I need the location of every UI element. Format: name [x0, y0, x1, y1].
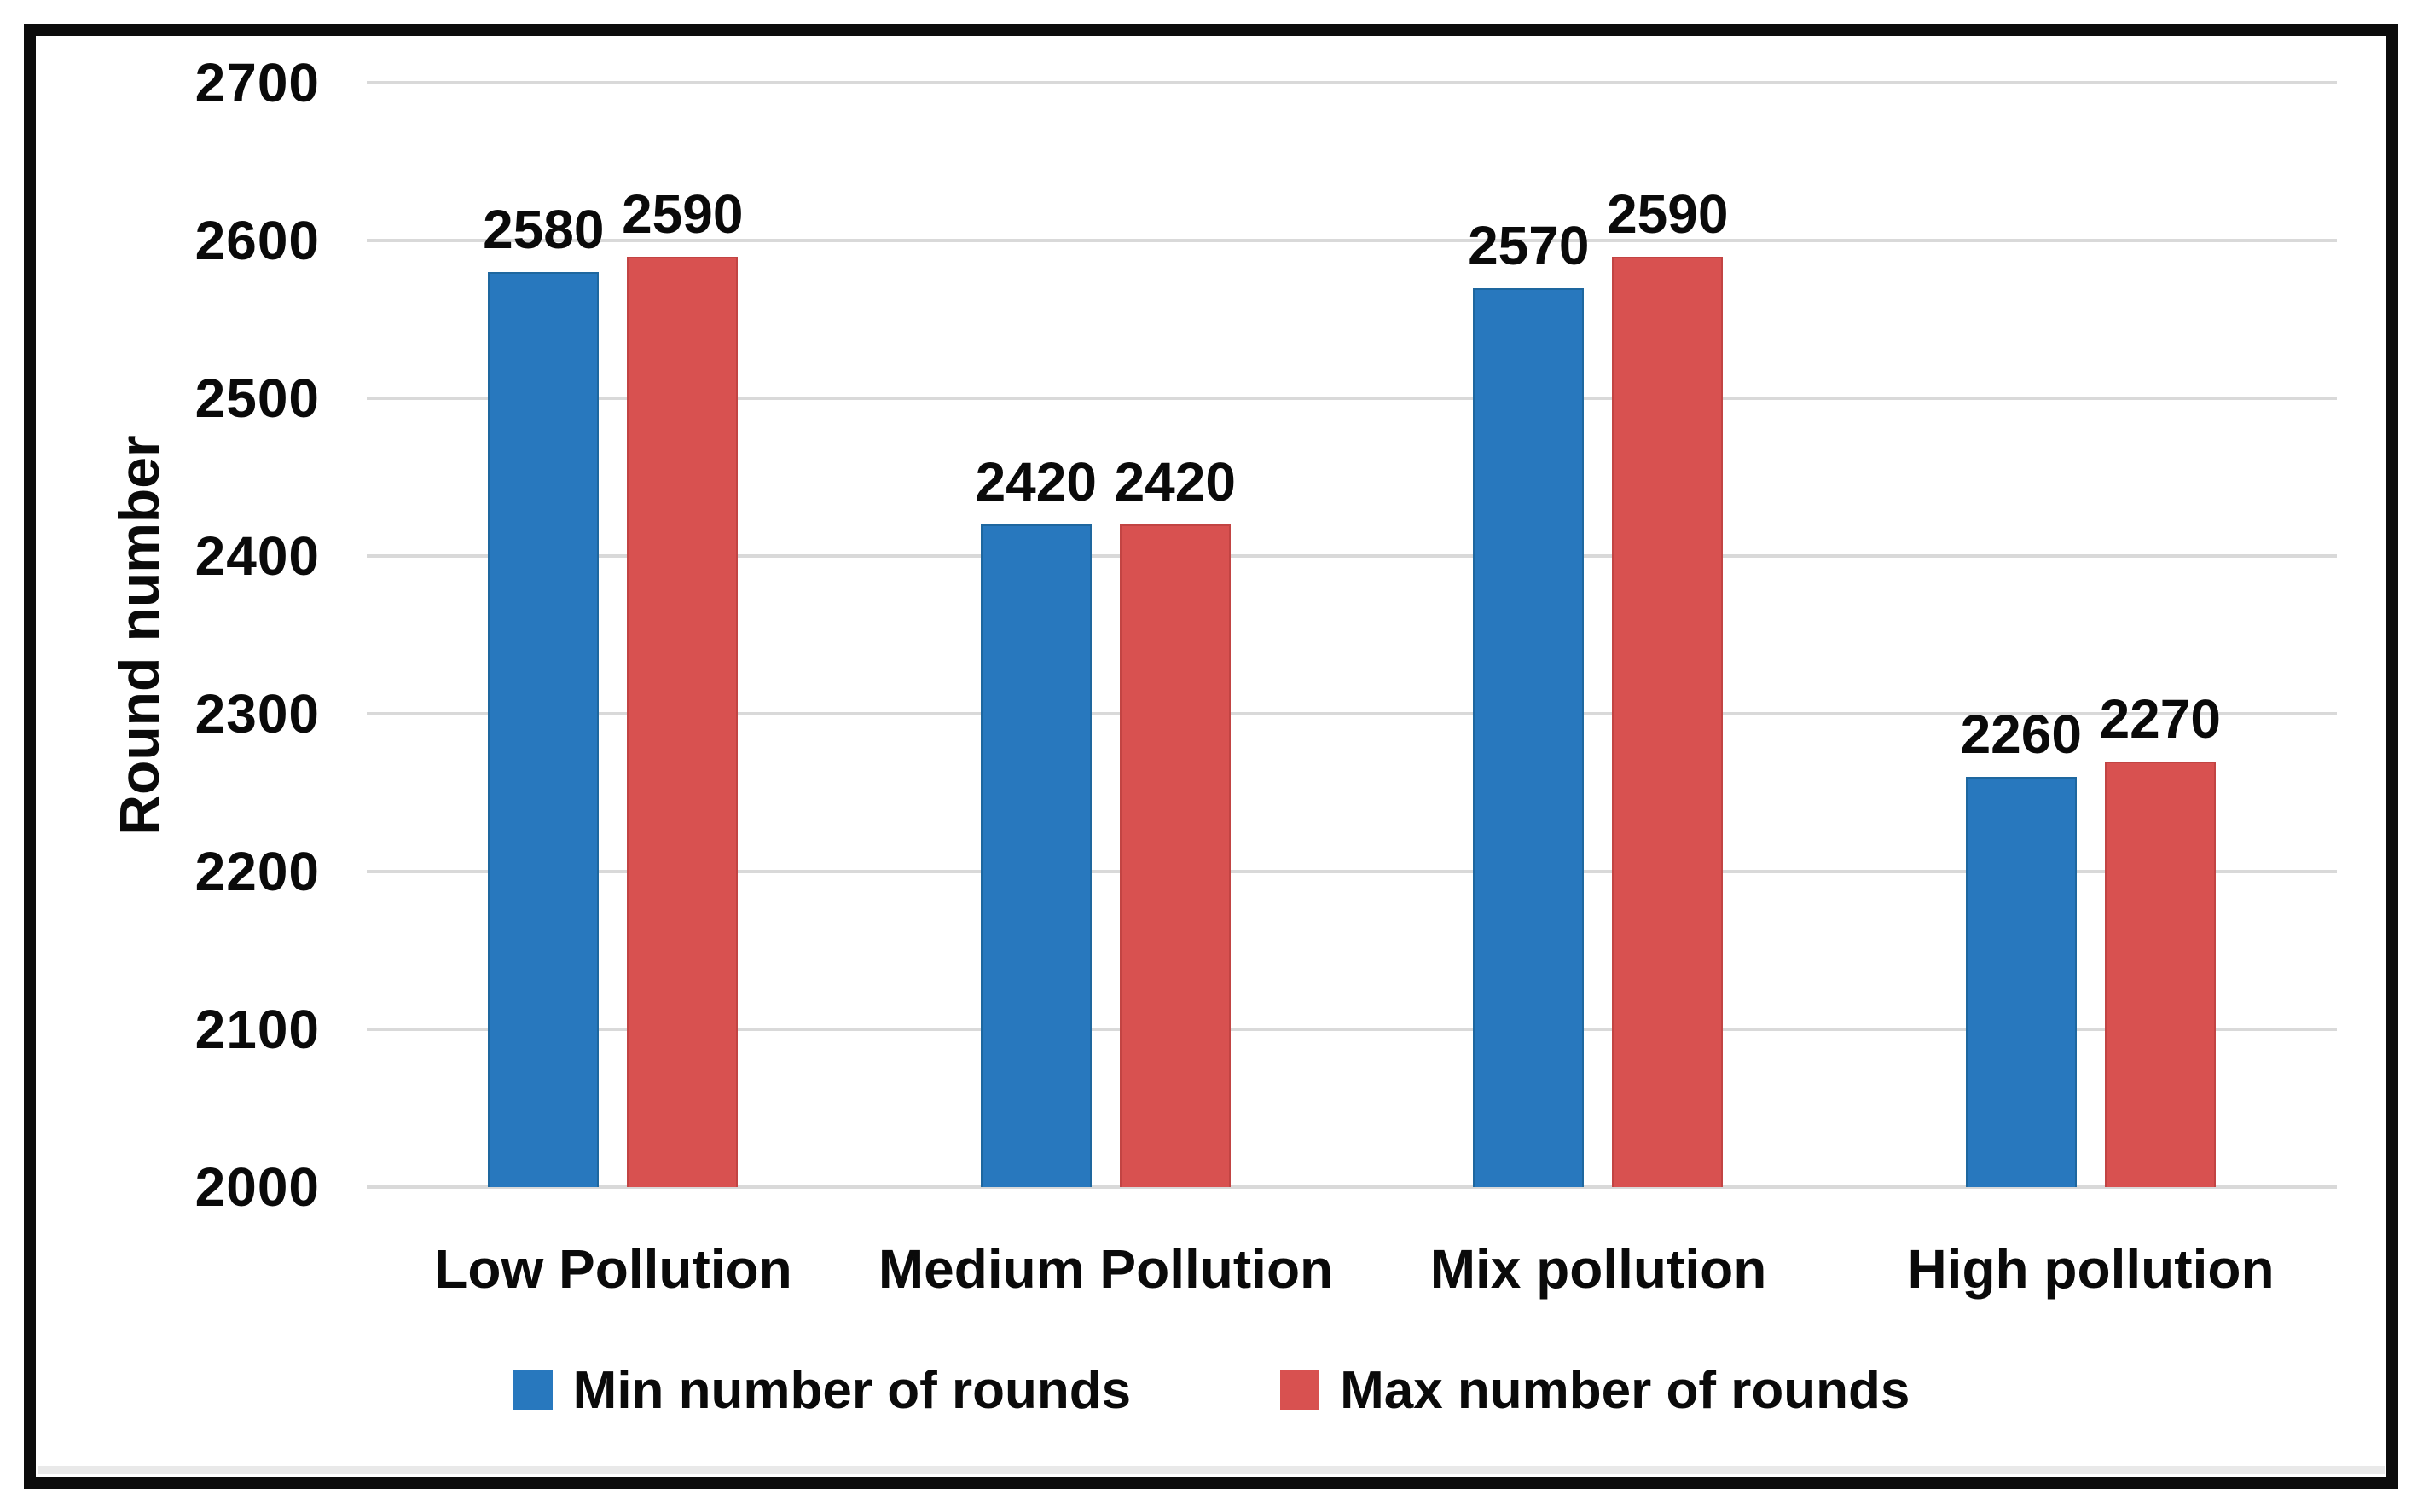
y-axis-title: Round number: [107, 435, 171, 836]
bar-value-label: 2270: [2099, 687, 2221, 750]
bar-max: [1119, 524, 1231, 1187]
bar-min: [1473, 287, 1585, 1187]
bar-value-label: 2590: [1607, 182, 1729, 245]
category-label: Mix pollution: [1429, 1238, 1767, 1300]
legend-item: Min number of rounds: [513, 1360, 1131, 1421]
y-tick-label: 2100: [194, 999, 320, 1060]
y-tick-label: 2600: [194, 210, 320, 271]
bar-value-label: 2420: [975, 451, 1097, 513]
bar-value-label: 2570: [1468, 214, 1590, 276]
bar-value-label: 2590: [622, 182, 744, 245]
grid-line: [367, 554, 2337, 558]
max-series-swatch-icon: [1280, 1370, 1320, 1410]
grid-line: [367, 870, 2337, 873]
grid-line: [367, 712, 2337, 715]
bar-value-label: 2260: [1960, 704, 2082, 765]
bar-min: [980, 524, 1092, 1187]
grid-line: [367, 1028, 2337, 1031]
grid-line: [367, 239, 2337, 242]
y-tick-label: 2700: [194, 52, 320, 113]
legend-label: Min number of rounds: [572, 1360, 1132, 1420]
bar-value-label: 2580: [483, 199, 605, 260]
bar-min: [488, 272, 600, 1187]
grid-line: [367, 1185, 2337, 1189]
min-series-swatch-icon: [513, 1370, 553, 1410]
y-tick-label: 2400: [194, 525, 320, 587]
bar-max: [1612, 256, 1724, 1187]
legend-label: Max number of rounds: [1340, 1360, 1910, 1420]
y-tick-label: 2500: [194, 368, 320, 429]
y-tick-label: 2000: [194, 1156, 320, 1218]
legend-item: Max number of rounds: [1280, 1360, 1910, 1421]
bar-max: [627, 256, 739, 1187]
bar-value-label: 2420: [1114, 451, 1236, 513]
bar-max: [2104, 761, 2216, 1187]
chart-bottom-edge-strip: [38, 1466, 2385, 1474]
grid-line: [367, 397, 2337, 400]
bar-min: [1965, 777, 2077, 1187]
grid-line: [367, 81, 2337, 84]
category-label: High pollution: [1907, 1238, 2275, 1300]
category-label: Medium Pollution: [878, 1238, 1334, 1300]
category-label: Low Pollution: [434, 1238, 792, 1300]
legend: Min number of rounds Max number of rounds: [0, 1352, 2423, 1428]
y-tick-label: 2300: [194, 683, 320, 744]
y-tick-label: 2200: [194, 841, 320, 902]
